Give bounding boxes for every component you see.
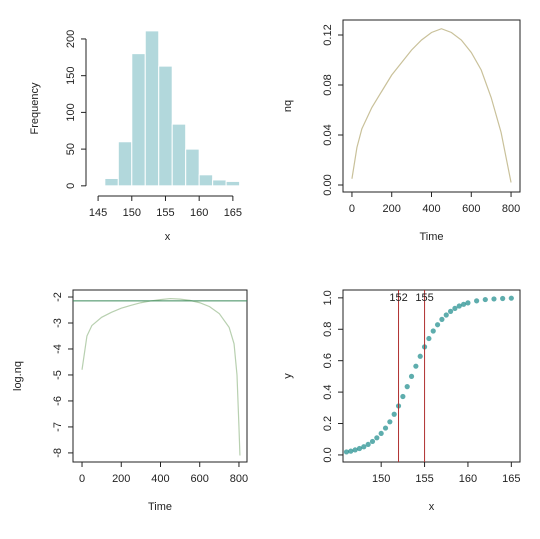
y-tick-label: -7 bbox=[52, 422, 64, 432]
plot-box bbox=[72, 289, 248, 463]
x-axis-title: x bbox=[429, 501, 435, 513]
point bbox=[369, 438, 376, 445]
point bbox=[461, 301, 467, 307]
bar bbox=[117, 141, 133, 187]
x-tick-label: 165 bbox=[224, 207, 242, 219]
y-tick-label: 0.8 bbox=[322, 322, 334, 337]
y-tick-label: 0.6 bbox=[322, 353, 334, 368]
y-tick-label: 0.04 bbox=[322, 124, 334, 145]
y-tick-label: 200 bbox=[65, 30, 77, 48]
x-tick-label: 150 bbox=[372, 473, 390, 485]
y-tick-label: 0.00 bbox=[322, 174, 334, 195]
point bbox=[382, 425, 389, 431]
bar bbox=[212, 179, 227, 187]
x-axis-title: Time bbox=[148, 501, 172, 513]
bar bbox=[158, 65, 173, 187]
y-tick-label: 0.2 bbox=[322, 416, 334, 431]
point bbox=[417, 353, 423, 359]
x-tick-label: 600 bbox=[462, 203, 480, 215]
bar bbox=[225, 180, 241, 187]
bar bbox=[198, 174, 214, 187]
point bbox=[491, 296, 497, 302]
point bbox=[378, 430, 384, 437]
bar bbox=[171, 123, 187, 187]
point bbox=[348, 448, 354, 454]
point bbox=[343, 449, 350, 455]
line bbox=[81, 297, 241, 456]
point bbox=[456, 303, 462, 309]
y-tick-label: 0.12 bbox=[322, 24, 334, 45]
point bbox=[408, 373, 415, 379]
point bbox=[413, 363, 419, 369]
x-tick-label: 0 bbox=[349, 203, 355, 215]
reference-label: 152 bbox=[389, 292, 407, 304]
point bbox=[500, 295, 506, 302]
x-tick-label: 400 bbox=[422, 203, 440, 215]
x-tick-label: 160 bbox=[459, 473, 477, 485]
x-tick-label: 800 bbox=[502, 203, 520, 215]
y-tick-label: 150 bbox=[65, 66, 77, 84]
x-tick-label: 600 bbox=[191, 473, 209, 485]
bar bbox=[131, 53, 146, 187]
x-axis-title: Time bbox=[419, 231, 443, 243]
y-tick-label: -4 bbox=[52, 344, 64, 354]
x-tick-label: 145 bbox=[89, 207, 107, 219]
x-axis-title: x bbox=[165, 231, 171, 243]
point bbox=[387, 419, 393, 425]
y-tick-label: 0.4 bbox=[322, 384, 334, 399]
y-axis-title: y bbox=[282, 373, 294, 379]
x-tick-label: 155 bbox=[156, 207, 174, 219]
point bbox=[356, 445, 363, 452]
y-axis-title: nq bbox=[282, 100, 294, 112]
x-tick-label: 0 bbox=[79, 473, 85, 485]
x-tick-label: 200 bbox=[112, 473, 130, 485]
line bbox=[351, 28, 512, 183]
point bbox=[443, 312, 449, 318]
point bbox=[439, 316, 445, 322]
point bbox=[374, 435, 380, 441]
y-tick-label: 0.08 bbox=[322, 74, 334, 95]
y-tick-label: -5 bbox=[52, 370, 64, 380]
x-tick-label: 800 bbox=[230, 473, 248, 485]
plot-box bbox=[342, 19, 521, 193]
point bbox=[426, 335, 432, 342]
y-axis-title: Frequency bbox=[29, 82, 41, 134]
point bbox=[430, 328, 436, 334]
y-axis-title: log.nq bbox=[12, 361, 24, 391]
point bbox=[365, 441, 371, 448]
x-tick-label: 400 bbox=[151, 473, 169, 485]
x-tick-label: 200 bbox=[383, 203, 401, 215]
x-tick-label: 165 bbox=[502, 473, 520, 485]
y-tick-label: -6 bbox=[52, 396, 64, 406]
y-tick-label: -2 bbox=[52, 292, 64, 302]
y-tick-label: 1.0 bbox=[322, 290, 334, 305]
point bbox=[361, 444, 367, 450]
point bbox=[434, 322, 441, 328]
point bbox=[352, 447, 358, 453]
point bbox=[474, 298, 480, 304]
y-tick-label: 0.0 bbox=[322, 447, 334, 462]
point bbox=[482, 296, 488, 303]
point bbox=[508, 295, 514, 301]
y-tick-label: -3 bbox=[52, 318, 64, 328]
bar bbox=[144, 30, 160, 187]
x-tick-label: 150 bbox=[123, 207, 141, 219]
point bbox=[465, 300, 471, 306]
point bbox=[391, 411, 397, 417]
point bbox=[404, 384, 410, 390]
plot-box bbox=[342, 289, 521, 463]
point bbox=[447, 308, 454, 314]
y-tick-label: 0 bbox=[65, 183, 77, 189]
bar bbox=[185, 148, 200, 187]
y-tick-label: 50 bbox=[65, 143, 77, 155]
y-tick-label: -8 bbox=[52, 448, 64, 458]
y-tick-label: 100 bbox=[65, 103, 77, 121]
reference-label: 155 bbox=[415, 292, 433, 304]
point bbox=[452, 305, 458, 311]
x-tick-label: 160 bbox=[190, 207, 208, 219]
x-tick-label: 155 bbox=[415, 473, 433, 485]
bar bbox=[104, 177, 119, 187]
point bbox=[400, 393, 406, 400]
